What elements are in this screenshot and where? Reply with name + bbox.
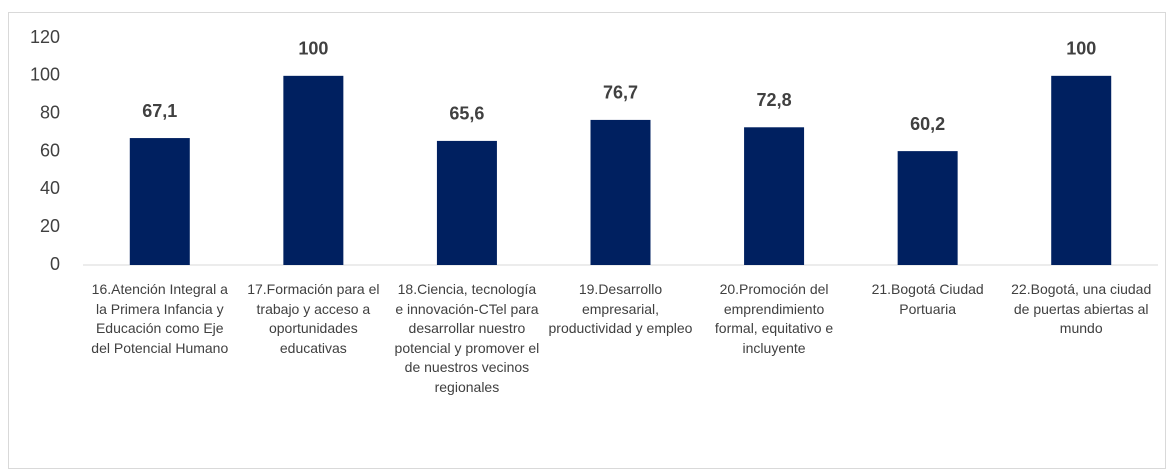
x-tick-label: 19.Desarrollo empresarial, productividad… (548, 281, 693, 336)
y-tick-label: 120 (30, 27, 60, 47)
x-tick-label: 16.Atención Integral a la Primera Infanc… (91, 281, 229, 356)
value-label: 72,8 (757, 90, 792, 110)
value-label: 60,2 (910, 114, 945, 134)
y-tick-label: 20 (40, 216, 60, 236)
value-label: 76,7 (603, 83, 638, 103)
y-tick-label: 100 (30, 65, 60, 85)
y-tick-label: 60 (40, 140, 60, 160)
bar (436, 140, 497, 265)
bar (283, 75, 344, 265)
value-label: 100 (298, 39, 328, 59)
bar (590, 119, 651, 265)
x-tick-label: 21.Bogotá Ciudad Portuaria (871, 281, 984, 317)
y-tick-label: 40 (40, 178, 60, 198)
x-tick-label: 18.Ciencia, tecnología e innovación-CTel… (394, 281, 540, 395)
bar (897, 151, 958, 265)
y-tick-label: 0 (50, 254, 60, 274)
x-tick-label: 22.Bogotá, una ciudad de puertas abierta… (1011, 281, 1152, 336)
x-tick-label: 17.Formación para el trabajo y acceso a … (247, 281, 380, 356)
bar (1051, 75, 1112, 265)
y-tick-label: 80 (40, 102, 60, 122)
bar (129, 138, 190, 265)
value-label: 65,6 (449, 104, 484, 124)
x-tick-label: 20.Promoción del emprendimiento formal, … (714, 281, 834, 356)
value-label: 67,1 (142, 101, 177, 121)
value-label: 100 (1066, 39, 1096, 59)
bar (744, 127, 805, 265)
